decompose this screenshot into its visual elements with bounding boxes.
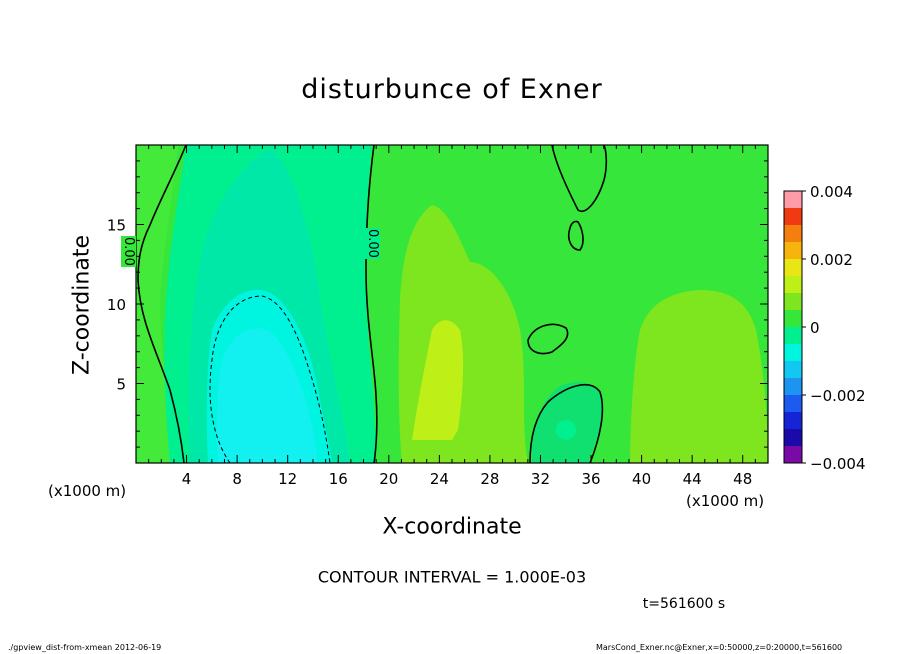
colorbar-tick-label: −0.004: [810, 455, 866, 473]
x-unit-right: (x1000 m): [686, 492, 765, 510]
colorbar-swatch: [784, 310, 802, 327]
contour-zero-left: [137, 145, 187, 463]
x-tick-label: 32: [531, 470, 550, 488]
contour-zero-blob: [527, 323, 569, 355]
footer-right: MarsCond_Exner.nc@Exner,x=0:50000,z=0:20…: [596, 643, 843, 652]
contour-interval: CONTOUR INTERVAL = 1.000E-03: [317, 567, 587, 587]
x-tick-label: 36: [581, 470, 600, 488]
zero-contours: [137, 145, 608, 463]
x-unit-left: (x1000 m): [48, 482, 127, 500]
x-axis: 4 8 12 16 20 24 28 32 36 40 44 48: [148, 145, 756, 488]
negative-core: [216, 328, 318, 463]
colorbar-swatch: [784, 327, 802, 344]
chart-title: disturbunce of Exner: [301, 74, 603, 105]
colorbar-swatch: [784, 344, 802, 361]
colorbar-tick-label: 0.004: [810, 183, 853, 201]
contour-label-center: 0.00: [365, 228, 380, 259]
colorbar-swatch: [784, 191, 802, 208]
colorbar-swatch: [784, 208, 802, 225]
y-tick-label: 10: [107, 296, 126, 314]
contour-zero-small: [567, 220, 584, 251]
colorbar: 0.004 0.002 0 −0.002 −0.004: [783, 183, 866, 473]
y-tick-label: 5: [116, 376, 126, 394]
colorbar-swatch: [784, 446, 802, 463]
time-label: t=561600 s: [642, 596, 726, 612]
positive-core-center: [412, 320, 464, 440]
y-axis: 5 10 15: [107, 160, 768, 448]
x-tick-label: 20: [379, 470, 398, 488]
colorbar-swatch: [784, 259, 802, 276]
colorbar-swatch: [784, 412, 802, 429]
contour-label-left: 0.00: [121, 236, 136, 267]
contour-zero-top: [551, 145, 608, 213]
x-tick-label: 48: [733, 470, 752, 488]
x-tick-label: 40: [632, 470, 651, 488]
contour-neg-0.001: [209, 295, 331, 463]
colorbar-swatch: [784, 293, 802, 310]
colorbar-swatch: [784, 225, 802, 242]
colorbar-tick-label: 0: [810, 319, 820, 337]
x-tick-label: 28: [480, 470, 499, 488]
colorbar-swatch: [784, 429, 802, 446]
colorbar-swatch: [784, 242, 802, 259]
x-tick-label: 16: [329, 470, 348, 488]
colorbar-swatch: [784, 361, 802, 378]
contour-field: [136, 145, 768, 463]
colorbar-tick-label: −0.002: [810, 387, 866, 405]
positive-region-right: [630, 290, 768, 463]
contour-zero-center: [365, 145, 378, 463]
colorbar-swatch: [784, 276, 802, 293]
colorbar-swatch: [784, 378, 802, 395]
left-edge-region: [136, 145, 178, 463]
y-tick-label: 15: [107, 217, 126, 235]
colorbar-swatch: [784, 395, 802, 412]
x-axis-label: X-coordinate: [382, 514, 522, 540]
x-tick-label: 8: [232, 470, 242, 488]
negative-blob-core: [556, 420, 576, 440]
x-tick-label: 12: [278, 470, 297, 488]
colorbar-tick-label: 0.002: [810, 251, 853, 269]
y-axis-label: Z-coordinate: [69, 235, 95, 375]
x-tick-label: 4: [182, 470, 192, 488]
x-tick-label: 44: [683, 470, 702, 488]
footer-left: ./gpview_dist-from-xmean 2012-06-19: [8, 643, 162, 652]
x-tick-label: 24: [430, 470, 449, 488]
contour-zero-lower-right: [529, 384, 604, 463]
